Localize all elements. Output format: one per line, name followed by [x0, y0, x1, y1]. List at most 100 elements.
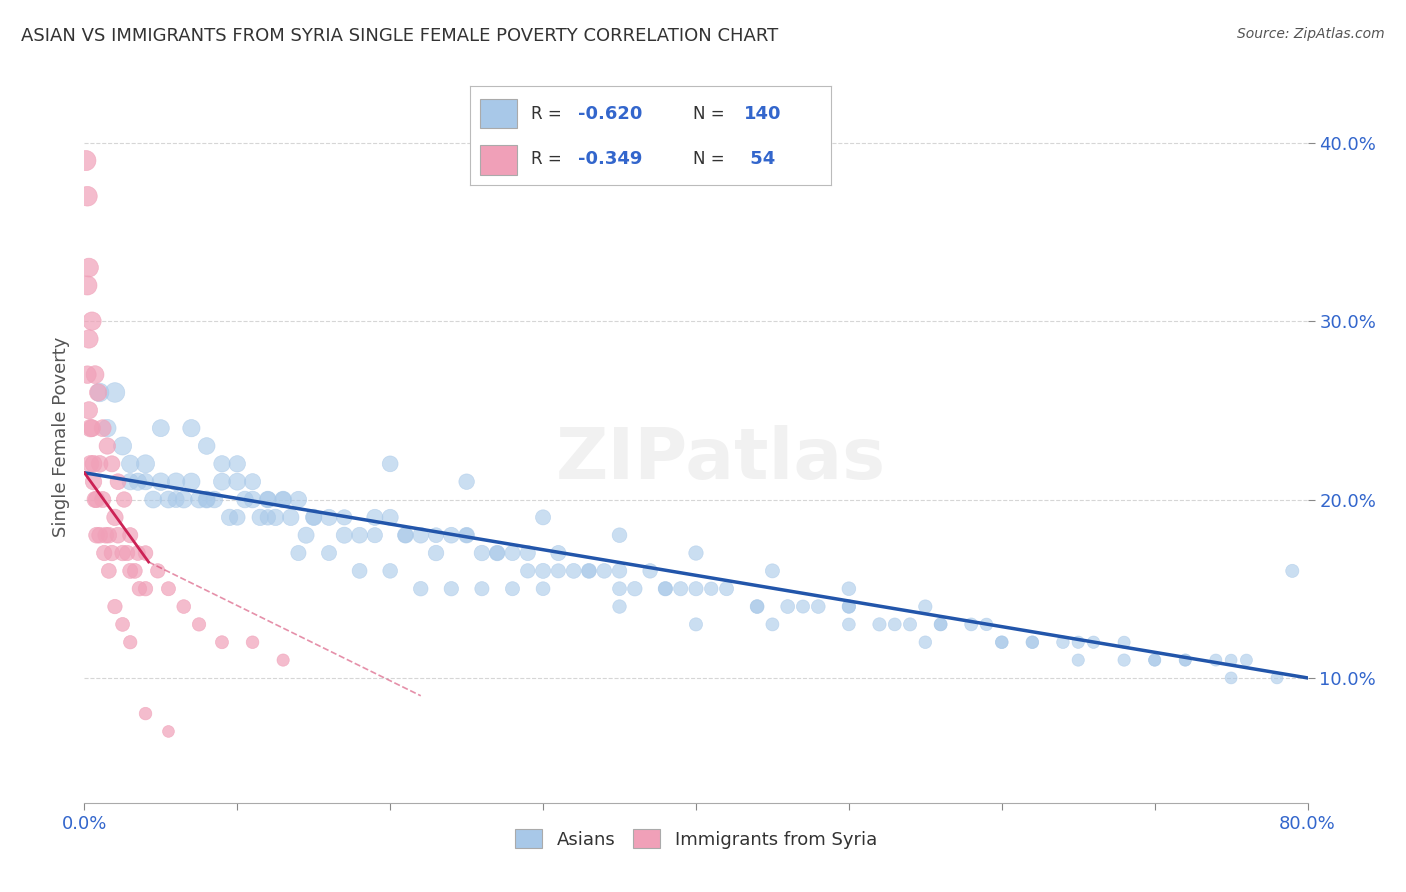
Point — [249, 510, 271, 524]
Point — [80, 421, 103, 435]
Point — [226, 457, 249, 471]
Point — [180, 475, 202, 489]
Point — [747, 599, 769, 614]
Point — [394, 528, 416, 542]
Point — [747, 599, 769, 614]
Point — [609, 599, 631, 614]
Point — [456, 528, 478, 542]
Text: ZIPatlas: ZIPatlas — [555, 425, 886, 493]
Point — [456, 475, 478, 489]
Point — [761, 617, 783, 632]
Point — [264, 510, 287, 524]
Point — [349, 528, 371, 542]
Point — [914, 599, 936, 614]
Point — [165, 475, 187, 489]
Point — [211, 457, 233, 471]
Point — [242, 635, 264, 649]
Point — [486, 546, 509, 560]
Point — [1067, 635, 1090, 649]
Point — [380, 564, 402, 578]
Point — [75, 153, 97, 168]
Point — [409, 582, 432, 596]
Point — [271, 492, 294, 507]
Point — [79, 421, 101, 435]
Point — [124, 564, 146, 578]
Point — [929, 617, 952, 632]
Point — [120, 475, 142, 489]
Point — [669, 582, 692, 596]
Point — [976, 617, 998, 632]
Point — [120, 635, 142, 649]
Point — [471, 546, 494, 560]
Legend: Asians, Immigrants from Syria: Asians, Immigrants from Syria — [508, 822, 884, 856]
Point — [142, 492, 165, 507]
Point — [700, 582, 723, 596]
Point — [226, 510, 249, 524]
Point — [1236, 653, 1258, 667]
Point — [112, 492, 135, 507]
Point — [364, 510, 387, 524]
Point — [333, 510, 356, 524]
Point — [188, 492, 211, 507]
Point — [115, 546, 138, 560]
Point — [638, 564, 661, 578]
Point — [531, 582, 554, 596]
Point — [76, 368, 98, 382]
Point — [609, 582, 631, 596]
Point — [77, 332, 100, 346]
Point — [761, 564, 783, 578]
Point — [195, 492, 218, 507]
Point — [380, 457, 402, 471]
Point — [89, 457, 111, 471]
Point — [271, 653, 294, 667]
Point — [440, 528, 463, 542]
Point — [180, 421, 202, 435]
Point — [654, 582, 676, 596]
Point — [233, 492, 256, 507]
Point — [157, 582, 180, 596]
Point — [226, 475, 249, 489]
Point — [654, 582, 676, 596]
Point — [838, 599, 860, 614]
Point — [502, 582, 524, 596]
Point — [135, 706, 157, 721]
Point — [914, 635, 936, 649]
Point — [111, 617, 134, 632]
Point — [135, 475, 157, 489]
Point — [685, 546, 707, 560]
Point — [685, 582, 707, 596]
Text: Source: ZipAtlas.com: Source: ZipAtlas.com — [1237, 27, 1385, 41]
Point — [302, 510, 325, 524]
Point — [96, 421, 118, 435]
Point — [86, 492, 108, 507]
Point — [531, 510, 554, 524]
Point — [1220, 671, 1243, 685]
Point — [380, 510, 402, 524]
Point — [531, 564, 554, 578]
Point — [547, 564, 569, 578]
Point — [1281, 564, 1303, 578]
Point — [333, 528, 356, 542]
Point — [1052, 635, 1074, 649]
Point — [471, 582, 494, 596]
Point — [111, 439, 134, 453]
Point — [1067, 653, 1090, 667]
Point — [838, 599, 860, 614]
Point — [440, 582, 463, 596]
Point — [91, 421, 114, 435]
Point — [87, 385, 110, 400]
Point — [1205, 653, 1227, 667]
Point — [135, 582, 157, 596]
Point — [776, 599, 799, 614]
Point — [127, 546, 149, 560]
Point — [257, 492, 280, 507]
Point — [120, 457, 142, 471]
Point — [486, 546, 509, 560]
Point — [456, 528, 478, 542]
Point — [202, 492, 225, 507]
Point — [1174, 653, 1197, 667]
Point — [578, 564, 600, 578]
Point — [318, 546, 340, 560]
Point — [883, 617, 905, 632]
Point — [77, 403, 100, 417]
